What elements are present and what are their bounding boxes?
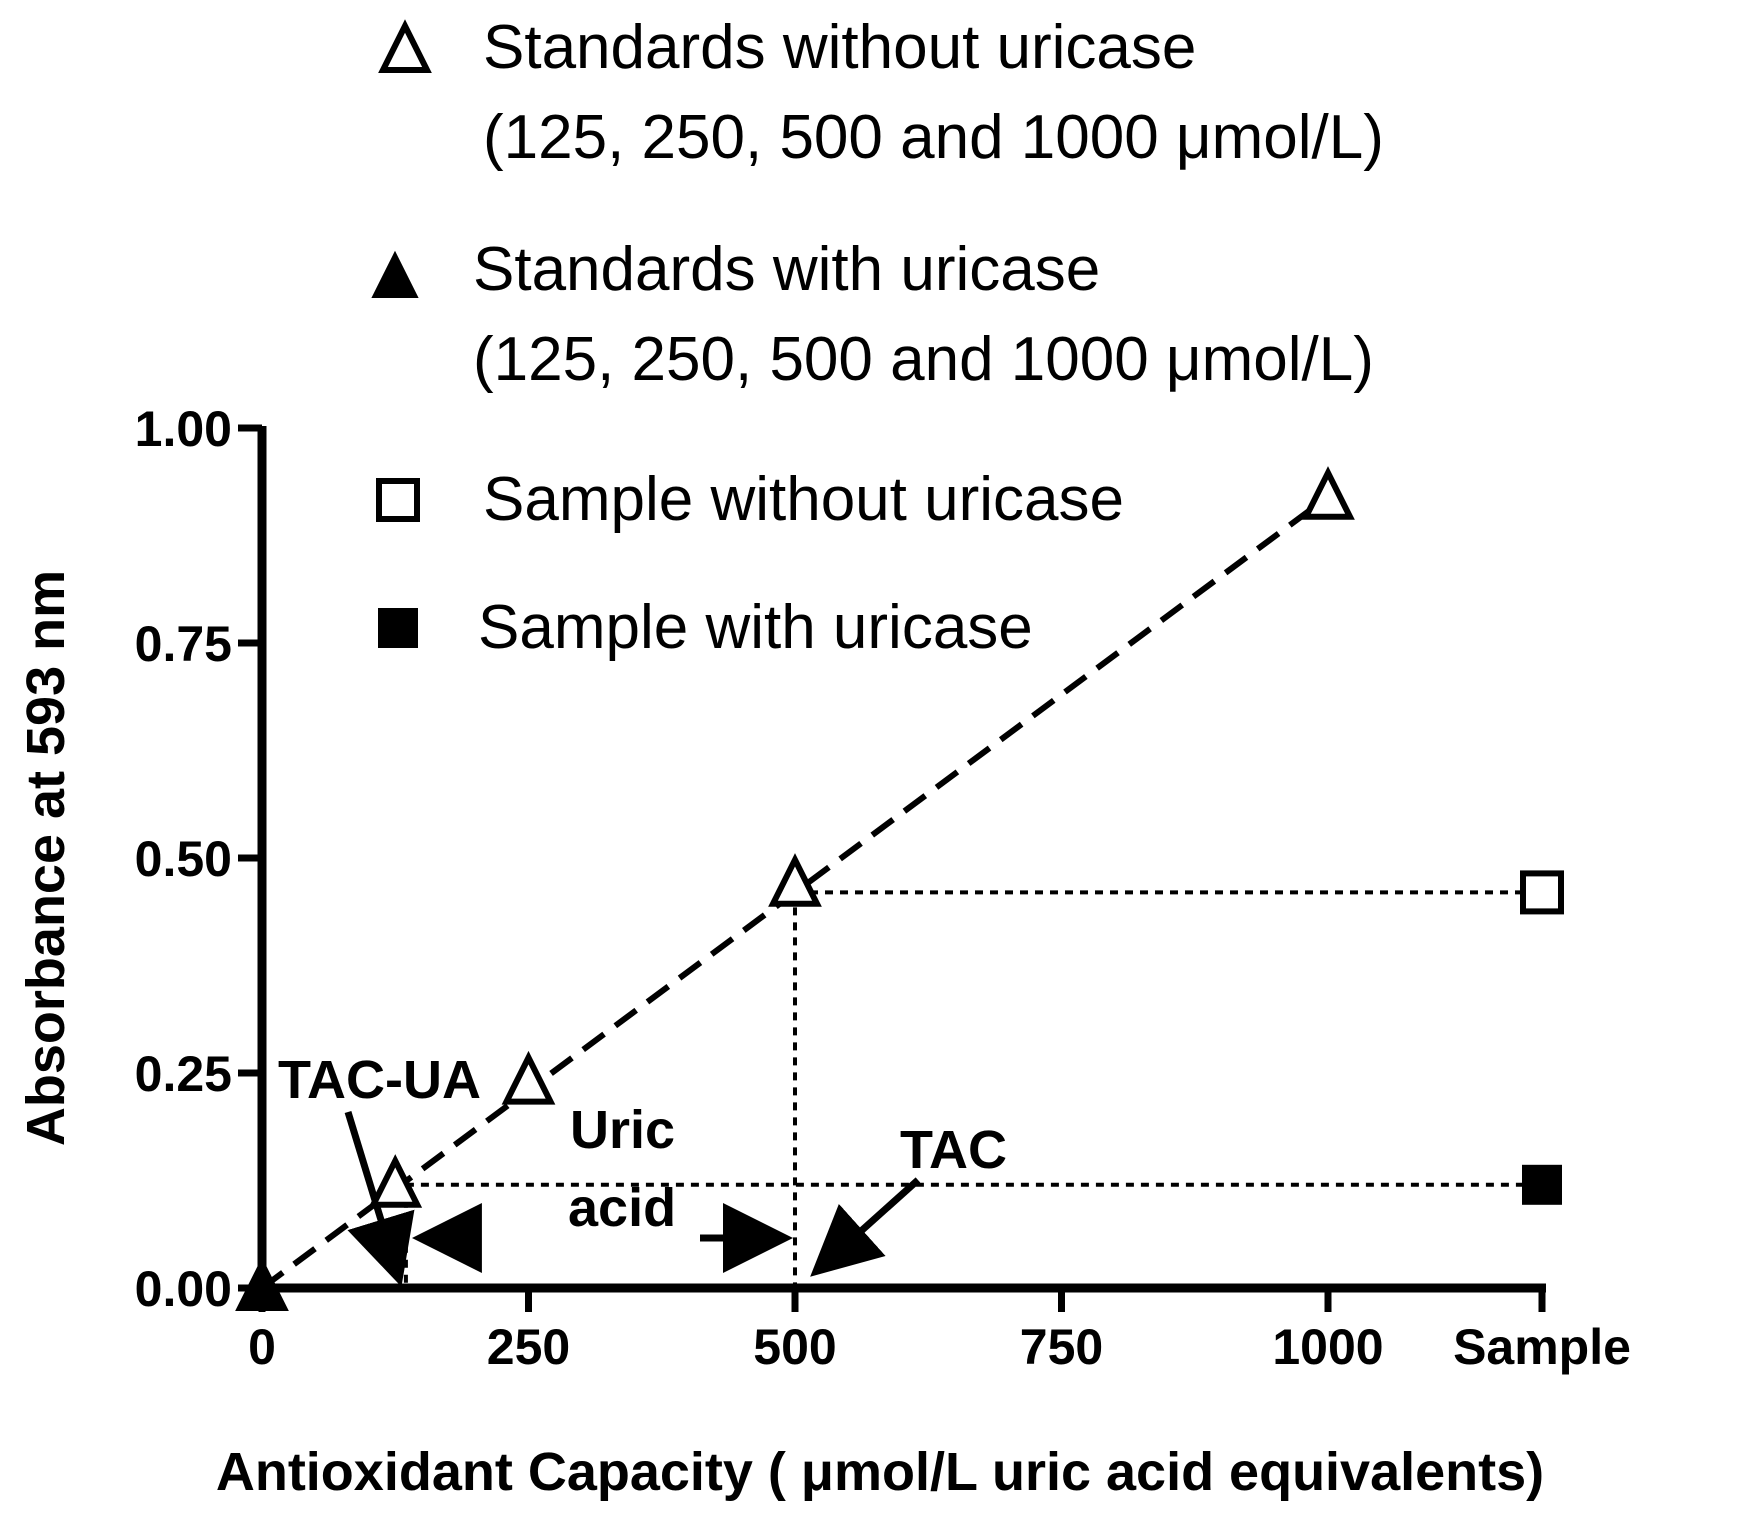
legend-label: Standards with uricase — [473, 235, 1100, 304]
x-tick-label: 0 — [248, 1319, 276, 1375]
x-tick-label: 750 — [1020, 1319, 1103, 1375]
legend-label: Standards without uricase — [483, 13, 1196, 82]
legend-entry: Sample without uricase — [376, 465, 1124, 534]
data-point — [768, 853, 822, 907]
annotation-arrow — [810, 1177, 921, 1277]
x-axis-title: Antioxidant Capacity ( μmol/L uric acid … — [216, 1442, 1544, 1502]
legend-entry: Standards without uricase (125, 250, 500 … — [378, 13, 1384, 172]
legend: Standards without uricase (125, 250, 500 … — [371, 13, 1384, 662]
annotation-acid: acid — [568, 1178, 676, 1238]
legend-sublabel: (125, 250, 500 and 1000 μmol/L) — [473, 325, 1374, 394]
legend-entry: Standards with uricase (125, 250, 500 and… — [371, 235, 1374, 394]
legend-sublabel: (125, 250, 500 and 1000 μmol/L) — [483, 103, 1384, 172]
y-tick-label: 1.00 — [135, 401, 232, 457]
x-tick-label: 1000 — [1272, 1319, 1383, 1375]
data-point — [238, 1261, 286, 1309]
y-tick-label: 0.75 — [135, 616, 232, 672]
annotation-arrow — [344, 1110, 415, 1287]
x-tick-label: 500 — [753, 1319, 836, 1375]
annotation-tac: TAC — [900, 1120, 1007, 1180]
legend-entry: Sample with uricase — [378, 593, 1033, 662]
legend-marker — [376, 478, 420, 522]
data-point — [368, 1154, 423, 1208]
data-point — [1522, 1164, 1562, 1205]
annotation-tac-ua: TAC-UA — [278, 1050, 481, 1110]
x-tick-label: 250 — [487, 1319, 570, 1375]
legend-label: Sample with uricase — [478, 593, 1033, 662]
annotations: TAC-UA Uric acid TAC — [278, 1050, 1007, 1287]
data-point — [501, 1050, 556, 1105]
data-points — [235, 466, 1564, 1311]
legend-label: Sample without uricase — [483, 465, 1124, 534]
data-point — [1520, 870, 1564, 915]
y-axis-title: Absorbance at 593 nm — [16, 570, 76, 1146]
y-tick-label: 0.25 — [135, 1046, 232, 1102]
data-point — [1301, 466, 1355, 520]
x-tick-label: Sample — [1453, 1319, 1631, 1375]
y-tick-label: 0.00 — [135, 1261, 232, 1317]
legend-marker — [378, 608, 418, 648]
annotation-uric: Uric — [570, 1100, 675, 1160]
legend-marker — [371, 250, 419, 298]
y-tick-label: 0.50 — [135, 831, 232, 887]
axes: 0.00 0.25 0.50 0.75 1.00 0 250 500 750 1000 Sample… — [16, 401, 1631, 1502]
legend-marker — [378, 19, 432, 73]
